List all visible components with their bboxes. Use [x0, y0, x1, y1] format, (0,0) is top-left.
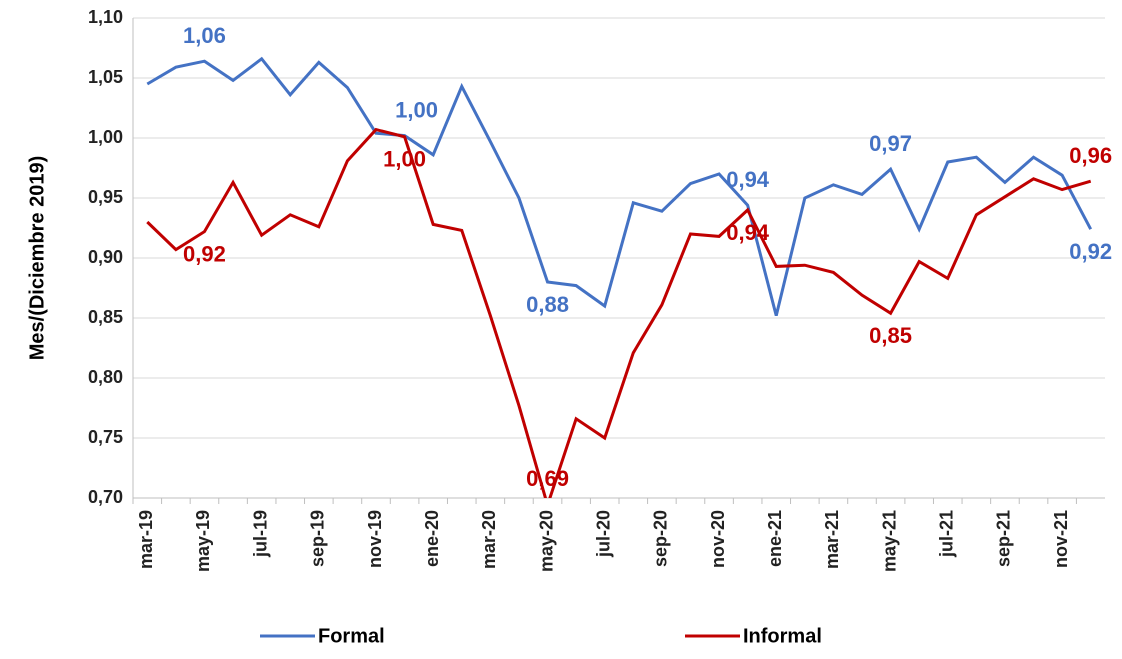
x-tick-label: nov-19	[365, 510, 385, 568]
x-tick-label: sep-21	[994, 510, 1014, 567]
x-tick-label: jul-19	[250, 510, 270, 558]
x-tick-label: may-21	[879, 510, 899, 572]
x-tick-label: may-20	[536, 510, 556, 572]
plot-lines	[146, 56, 1093, 498]
value-label: 0,96	[1069, 143, 1112, 168]
value-label: 0,94	[726, 167, 770, 192]
y-tick-label: 0,80	[88, 367, 123, 387]
legend-label: Informal	[743, 625, 822, 647]
x-tick-label: ene-21	[765, 510, 785, 567]
value-label: 1,06	[183, 23, 226, 48]
x-tick-label: jul-21	[937, 510, 957, 558]
value-label: 0,97	[869, 131, 912, 156]
value-label: 0,92	[183, 241, 226, 266]
value-label: 1,00	[383, 147, 426, 172]
value-label: 0,69	[526, 466, 569, 491]
x-tick-label: may-19	[193, 510, 213, 572]
series-line	[146, 56, 1093, 316]
y-tick-label: 0,95	[88, 187, 123, 207]
series-line	[146, 127, 1092, 498]
y-tick-label: 0,85	[88, 307, 123, 327]
y-axis-title: Mes/(Diciembre 2019)	[26, 156, 48, 361]
x-tick-label: mar-20	[479, 510, 499, 569]
y-tick-label: 0,90	[88, 247, 123, 267]
y-tick-label: 0,70	[88, 487, 123, 507]
y-tick-label: 1,10	[88, 7, 123, 27]
value-label: 0,85	[869, 323, 912, 348]
y-tick-label: 1,00	[88, 127, 123, 147]
x-tick-label: mar-19	[136, 510, 156, 569]
value-label: 0,94	[726, 220, 770, 245]
value-label: 0,92	[1069, 239, 1112, 264]
value-label: 0,88	[526, 292, 569, 317]
x-tick-label: ene-20	[422, 510, 442, 567]
x-tick-label: nov-20	[708, 510, 728, 568]
legend-label: Formal	[318, 625, 385, 647]
y-tick-label: 1,05	[88, 67, 123, 87]
x-tick-label: sep-20	[651, 510, 671, 567]
x-tick-label: nov-21	[1051, 510, 1071, 568]
value-label: 1,00	[395, 97, 438, 122]
x-tick-label: jul-20	[593, 510, 613, 558]
y-tick-label: 0,75	[88, 427, 123, 447]
x-tick-label: mar-21	[822, 510, 842, 569]
x-tick-label: sep-19	[308, 510, 328, 567]
